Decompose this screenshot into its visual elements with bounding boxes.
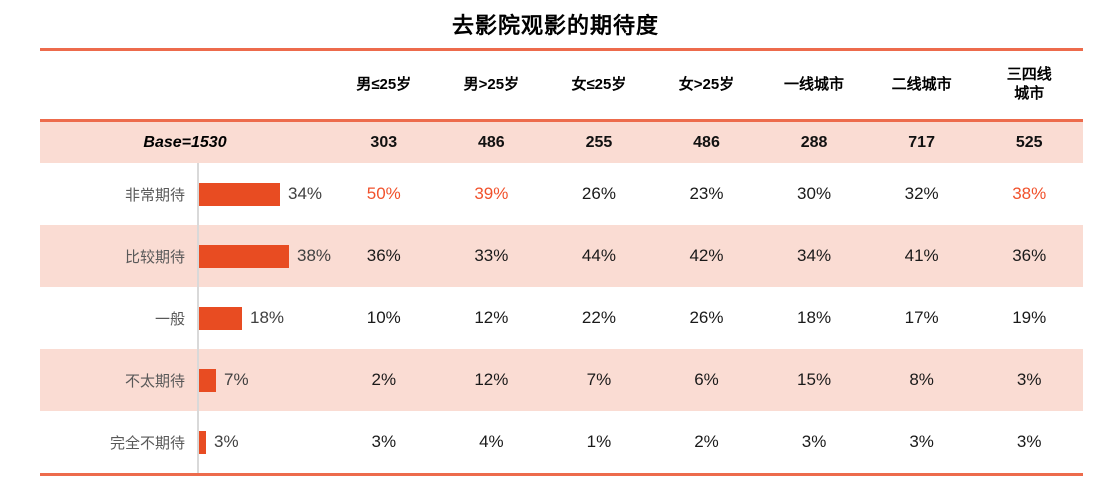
data-cell: 32% <box>904 184 939 203</box>
data-cell: 17% <box>904 308 939 327</box>
bar <box>199 368 216 392</box>
base-value: 303 <box>370 133 398 151</box>
data-cell: 4% <box>479 432 504 451</box>
row-label: 完全不期待 <box>109 434 185 452</box>
bar <box>199 306 242 330</box>
data-cell: 10% <box>366 308 401 327</box>
data-cell: 33% <box>474 246 509 265</box>
data-cell: 3% <box>1016 370 1042 389</box>
bar-chart-cell: 一般 18% <box>40 287 330 349</box>
data-cell: 8% <box>909 370 934 389</box>
header-divider <box>40 119 1083 122</box>
top-divider <box>40 48 1083 51</box>
data-cell: 42% <box>689 246 724 265</box>
data-cell: 50% <box>366 184 401 203</box>
data-cell: 12% <box>474 370 509 389</box>
data-cell: 2% <box>694 432 719 451</box>
row-label: 一般 <box>154 310 185 328</box>
bar-value: 38% <box>297 246 332 265</box>
header-cell-male-under25: 男≤25岁 <box>356 75 412 93</box>
data-cell: 26% <box>689 308 724 327</box>
bar-chart-cell: 非常期待 34% <box>40 163 330 225</box>
base-value: 255 <box>585 133 613 151</box>
header-cell-male-over25: 男>25岁 <box>463 75 520 93</box>
data-cell: 22% <box>581 308 616 327</box>
bar-chart-cell: 比较期待 38% <box>40 225 331 287</box>
header-cell-female-under25: 女≤25岁 <box>571 75 627 93</box>
bar-chart-cell: 完全不期待 3% <box>40 411 330 473</box>
data-cell: 3% <box>801 432 827 451</box>
row-label: 非常期待 <box>124 186 185 204</box>
bottom-divider <box>40 473 1083 476</box>
data-cell: 30% <box>797 184 832 203</box>
base-value: 486 <box>478 133 505 151</box>
data-cell: 3% <box>1016 432 1042 451</box>
bar <box>199 430 206 454</box>
data-cell: 1% <box>586 432 612 451</box>
data-cell: 23% <box>689 184 724 203</box>
table-row-very-expectant: 非常期待 34% 50% 39% 26% 23% 30% 32% 38% <box>40 163 1083 225</box>
data-cell: 26% <box>581 184 616 203</box>
data-cell: 36% <box>1012 246 1047 265</box>
base-value: 288 <box>800 133 828 151</box>
base-value: 717 <box>908 133 935 151</box>
base-row: Base=1530 303 486 255 486 288 717 525 <box>40 122 1083 163</box>
base-value: 525 <box>1015 133 1043 151</box>
bar-axis-area: 34% <box>197 163 330 225</box>
bar-axis-area: 7% <box>197 349 330 411</box>
table-row-not-at-all-expectant: 完全不期待 3% 3% 4% 1% 2% 3% 3% 3% <box>40 411 1083 473</box>
data-cell: 36% <box>366 246 401 265</box>
table-row-not-expectant: 不太期待 7% 2% 12% 7% 6% 15% 8% 3% <box>40 349 1083 411</box>
data-cell: 3% <box>371 432 397 451</box>
row-label: 不太期待 <box>124 372 185 390</box>
bar <box>199 182 280 206</box>
data-cell: 38% <box>1012 184 1047 203</box>
data-cell: 2% <box>371 370 397 389</box>
header-cell-female-over25: 女>25岁 <box>678 75 735 93</box>
base-value: 486 <box>693 133 720 151</box>
bar-value: 7% <box>224 370 249 389</box>
data-cell: 41% <box>904 246 939 265</box>
data-cell: 39% <box>474 184 509 203</box>
bar-axis-area: 38% <box>197 225 331 287</box>
header-cell-tier34-city: 三四线 城市 <box>1006 66 1052 102</box>
bar-axis-area: 3% <box>197 411 330 473</box>
data-cell: 44% <box>581 246 616 265</box>
base-label: Base=1530 <box>143 133 227 151</box>
header-cell-tier2-city: 二线城市 <box>891 75 952 93</box>
data-cell: 15% <box>797 370 832 389</box>
data-cell: 34% <box>797 246 832 265</box>
header-row: 男≤25岁 男>25岁 女≤25岁 女>25岁 一线城市 二线城市 三四线 城市 <box>40 51 1083 119</box>
row-label: 比较期待 <box>124 248 185 266</box>
bar-value: 34% <box>288 184 323 203</box>
table-row-neutral: 一般 18% 10% 12% 22% 26% 18% 17% 19% <box>40 287 1083 349</box>
bar <box>199 244 289 268</box>
chart-title: 去影院观影的期待度 <box>451 13 659 38</box>
expectation-table: 男≤25岁 男>25岁 女≤25岁 女>25岁 一线城市 二线城市 三四线 城市… <box>40 48 1083 476</box>
data-cell: 12% <box>474 308 509 327</box>
data-cell: 18% <box>797 308 832 327</box>
bar-value: 18% <box>250 308 285 327</box>
data-cell: 7% <box>586 370 612 389</box>
data-cell: 19% <box>1012 308 1047 327</box>
bar-axis-area: 18% <box>197 287 330 349</box>
header-cell-tier1-city: 一线城市 <box>784 75 845 93</box>
data-cell: 6% <box>694 370 719 389</box>
table-row-fairly-expectant: 比较期待 38% 36% 33% 44% 42% 34% 41% 36% <box>40 225 1083 287</box>
bar-value: 3% <box>214 432 239 451</box>
data-cell: 3% <box>909 432 934 451</box>
bar-chart-cell: 不太期待 7% <box>40 349 330 411</box>
